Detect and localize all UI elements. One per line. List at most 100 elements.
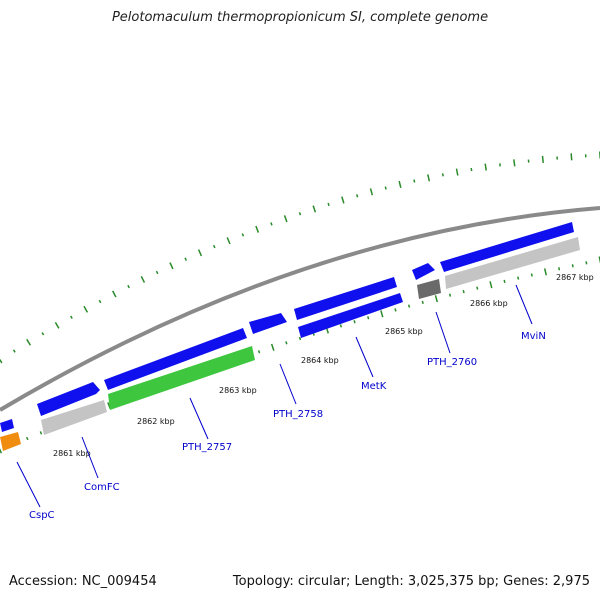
- tick-mark: [367, 316, 370, 320]
- tick-mark: [503, 279, 506, 284]
- tick-mark: [489, 281, 493, 289]
- gene-forward-6[interactable]: [298, 293, 403, 338]
- scale-label: 2862 kbp: [137, 417, 175, 426]
- scale-label: 2861 kbp: [53, 449, 91, 458]
- gene-label-cspc[interactable]: CspC: [29, 510, 55, 521]
- tick-mark: [407, 304, 411, 308]
- tick-mark: [213, 244, 216, 249]
- leader-line: [435, 311, 451, 354]
- gene-pth-2757[interactable]: [108, 346, 255, 410]
- outer-tick-ring: [0, 151, 600, 364]
- tick-mark: [257, 350, 261, 354]
- tick-mark: [517, 276, 520, 280]
- genome-backbone: [0, 206, 600, 412]
- tick-mark: [353, 320, 356, 324]
- leader-line: [515, 284, 533, 325]
- scale-label: 2867 kbp: [556, 273, 594, 282]
- tick-mark: [270, 222, 273, 226]
- tick-mark: [421, 300, 424, 305]
- gene-pth-2760[interactable]: [417, 279, 441, 299]
- tick-mark: [298, 336, 302, 341]
- tick-mark: [127, 284, 130, 289]
- tick-mark: [413, 179, 416, 183]
- tick-mark: [339, 324, 343, 328]
- scale-labels: 2861 kbp 2862 kbp 2863 kbp 2864 kbp 2865…: [53, 273, 594, 458]
- tick-mark: [441, 173, 444, 177]
- leader-line: [16, 461, 41, 508]
- tick-mark: [369, 188, 374, 196]
- tick-mark: [0, 448, 3, 454]
- tick-mark: [255, 225, 260, 233]
- gene-forward-1[interactable]: [0, 419, 14, 432]
- tick-mark: [585, 261, 588, 265]
- tick-mark: [54, 321, 60, 329]
- gene-label-pth-2760[interactable]: PTH_2760: [427, 357, 477, 368]
- leader-line: [279, 363, 297, 405]
- genome-title: Pelotomaculum thermopropionicum SI, comp…: [111, 10, 489, 25]
- tick-mark: [470, 167, 473, 172]
- tick-mark: [530, 273, 533, 277]
- tick-mark: [312, 205, 317, 213]
- tick-mark: [226, 237, 231, 245]
- tick-mark: [434, 295, 438, 303]
- tick-mark: [570, 153, 573, 161]
- tick-mark: [380, 310, 384, 318]
- tick-mark: [455, 168, 459, 176]
- tick-mark: [112, 290, 117, 298]
- forward-strand-genes: [0, 222, 574, 432]
- tick-mark: [543, 268, 547, 276]
- tick-mark: [41, 332, 45, 336]
- tick-mark: [26, 436, 29, 441]
- scale-label: 2863 kbp: [219, 386, 257, 395]
- leader-line: [355, 336, 374, 378]
- gene-forward-5[interactable]: [294, 277, 397, 320]
- scale-label: 2865 kbp: [385, 327, 423, 336]
- tick-mark: [83, 305, 89, 313]
- tick-mark: [558, 267, 561, 271]
- tick-mark: [197, 249, 203, 257]
- tick-mark: [341, 196, 345, 204]
- tick-mark: [298, 212, 302, 216]
- tick-mark: [0, 358, 3, 364]
- gene-label-comfc[interactable]: ComFC: [84, 482, 120, 493]
- gene-forward-2[interactable]: [37, 382, 100, 416]
- tick-mark: [384, 186, 387, 190]
- genome-summary-text: Topology: circular; Length: 3,025,375 bp…: [232, 574, 590, 589]
- reverse-strand-genes: [41, 237, 580, 435]
- gene-label-leaders: [16, 284, 533, 508]
- scale-label: 2866 kbp: [470, 299, 508, 308]
- tick-mark: [513, 159, 516, 167]
- tick-mark: [283, 215, 288, 223]
- gene-forward-4[interactable]: [249, 313, 287, 334]
- gene-label-pth-2758[interactable]: PTH_2758: [273, 409, 323, 420]
- tick-mark: [140, 275, 146, 283]
- scale-label: 2864 kbp: [301, 356, 339, 365]
- tick-mark: [448, 293, 452, 297]
- tick-mark: [39, 431, 43, 435]
- gene-forward-7[interactable]: [412, 263, 435, 280]
- tick-mark: [462, 289, 465, 294]
- gene-label-metk[interactable]: MetK: [361, 381, 387, 392]
- tick-mark: [541, 155, 544, 164]
- gene-reverse-2[interactable]: [445, 237, 580, 289]
- gene-label-pth-2757[interactable]: PTH_2757: [182, 442, 232, 453]
- tick-mark: [241, 233, 245, 237]
- tick-mark: [270, 343, 275, 351]
- tick-mark: [427, 174, 431, 182]
- gene-cspc[interactable]: [0, 432, 21, 451]
- gene-label-mvin[interactable]: MviN: [521, 331, 546, 342]
- tick-mark: [476, 286, 479, 290]
- tick-mark: [155, 270, 159, 275]
- tick-mark: [70, 315, 73, 319]
- gene-forward-3[interactable]: [104, 328, 247, 390]
- tick-mark: [356, 194, 359, 198]
- gene-forward-8[interactable]: [440, 222, 574, 272]
- tick-mark: [184, 257, 188, 261]
- tick-mark: [571, 264, 574, 268]
- leader-line: [81, 436, 99, 479]
- tick-mark: [26, 338, 32, 346]
- leader-line: [189, 397, 209, 440]
- gene-reverse-1[interactable]: [41, 400, 107, 435]
- tick-mark: [484, 163, 488, 171]
- tick-mark: [398, 180, 402, 189]
